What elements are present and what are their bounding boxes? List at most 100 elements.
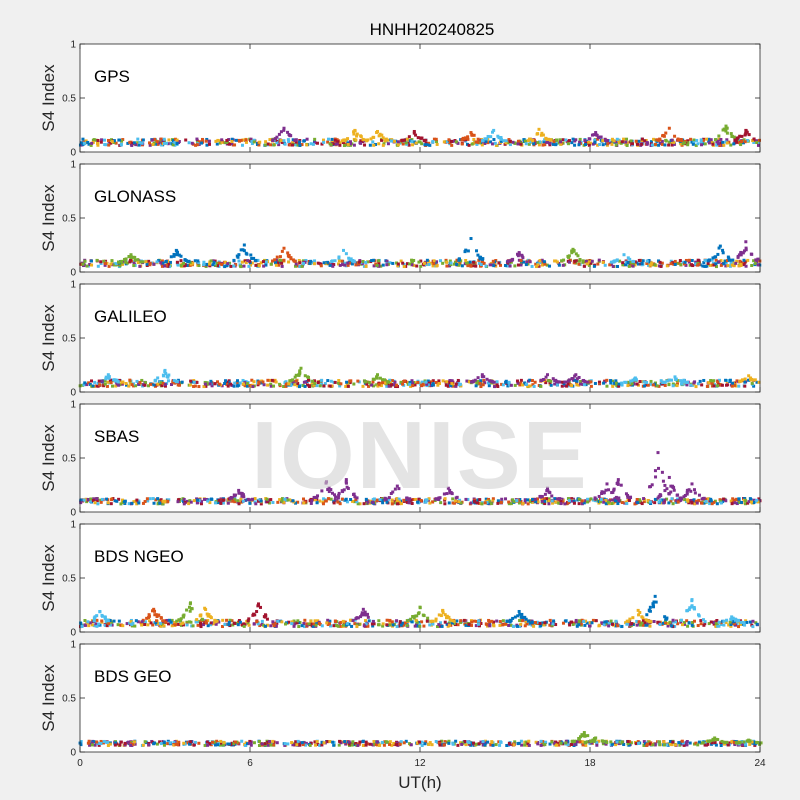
data-point (113, 499, 117, 503)
data-point (435, 264, 439, 268)
data-point (667, 475, 671, 479)
data-point (205, 381, 209, 385)
data-point (426, 616, 430, 620)
data-point (166, 379, 170, 383)
data-point (236, 255, 240, 259)
data-point (523, 139, 527, 143)
data-point (122, 500, 126, 504)
data-point (171, 622, 175, 626)
data-point (438, 621, 442, 625)
data-point (260, 742, 264, 746)
data-point (235, 381, 239, 385)
data-point (344, 264, 348, 268)
data-point (313, 259, 317, 263)
data-point (751, 378, 755, 382)
data-point (239, 500, 243, 504)
data-point (411, 384, 415, 388)
data-point (248, 384, 252, 388)
data-point (437, 613, 441, 617)
data-point (337, 259, 341, 263)
data-point (291, 378, 295, 382)
y-tick-label: 1 (70, 640, 76, 651)
data-point (625, 143, 629, 147)
data-point (148, 141, 152, 145)
data-point (79, 743, 83, 747)
data-point (517, 741, 521, 745)
data-point (265, 623, 269, 627)
data-point (297, 621, 301, 625)
data-point (474, 264, 478, 268)
data-point (298, 369, 302, 373)
data-point (649, 379, 653, 383)
data-point (370, 383, 374, 387)
data-point (683, 493, 687, 497)
data-point (212, 261, 216, 265)
data-point (577, 143, 581, 147)
data-point (743, 502, 747, 506)
data-point (456, 743, 460, 747)
data-point (526, 498, 530, 502)
data-point (405, 262, 409, 266)
data-point (268, 378, 272, 382)
data-point (475, 382, 479, 386)
data-point (88, 262, 92, 266)
data-point (203, 606, 207, 610)
data-point (364, 497, 368, 501)
data-point (480, 143, 484, 147)
data-point (603, 380, 607, 384)
data-point (567, 142, 571, 146)
data-point (341, 141, 345, 145)
data-point (491, 259, 495, 263)
data-point (85, 264, 89, 268)
data-point (130, 624, 134, 628)
data-point (540, 621, 544, 625)
data-point (456, 623, 460, 627)
data-point (177, 618, 181, 622)
data-point (657, 259, 661, 263)
data-point (161, 502, 165, 506)
data-point (363, 610, 367, 614)
data-point (550, 740, 554, 744)
data-point (205, 143, 209, 147)
data-point (226, 384, 230, 388)
data-point (581, 382, 585, 386)
data-point (237, 488, 241, 492)
data-point (79, 740, 83, 744)
data-point (491, 497, 495, 501)
data-point (303, 384, 307, 388)
data-point (573, 259, 577, 263)
data-point (742, 621, 746, 625)
data-point (622, 253, 626, 257)
data-point (329, 624, 333, 628)
data-point (692, 141, 696, 145)
data-point (528, 384, 532, 388)
data-point (283, 742, 287, 746)
data-point (508, 618, 512, 622)
data-point (588, 141, 592, 145)
data-point (136, 258, 140, 262)
data-point (304, 743, 308, 747)
data-point (729, 622, 733, 626)
data-point (108, 381, 112, 385)
data-point (491, 142, 495, 146)
data-point (725, 138, 729, 142)
data-point (479, 385, 483, 389)
data-point (296, 143, 300, 147)
data-point (252, 256, 256, 260)
data-point (297, 385, 301, 389)
data-point (511, 140, 515, 144)
data-point (252, 138, 256, 142)
data-point (240, 260, 244, 264)
data-point (336, 140, 340, 144)
data-point (88, 382, 92, 386)
data-point (519, 381, 523, 385)
data-point (752, 501, 756, 505)
data-point (109, 141, 113, 145)
data-point (624, 263, 628, 267)
data-point (153, 137, 157, 141)
axes-frame (79, 43, 761, 153)
data-point (401, 621, 405, 625)
data-point (589, 384, 593, 388)
data-point (176, 500, 180, 504)
data-point (614, 381, 618, 385)
